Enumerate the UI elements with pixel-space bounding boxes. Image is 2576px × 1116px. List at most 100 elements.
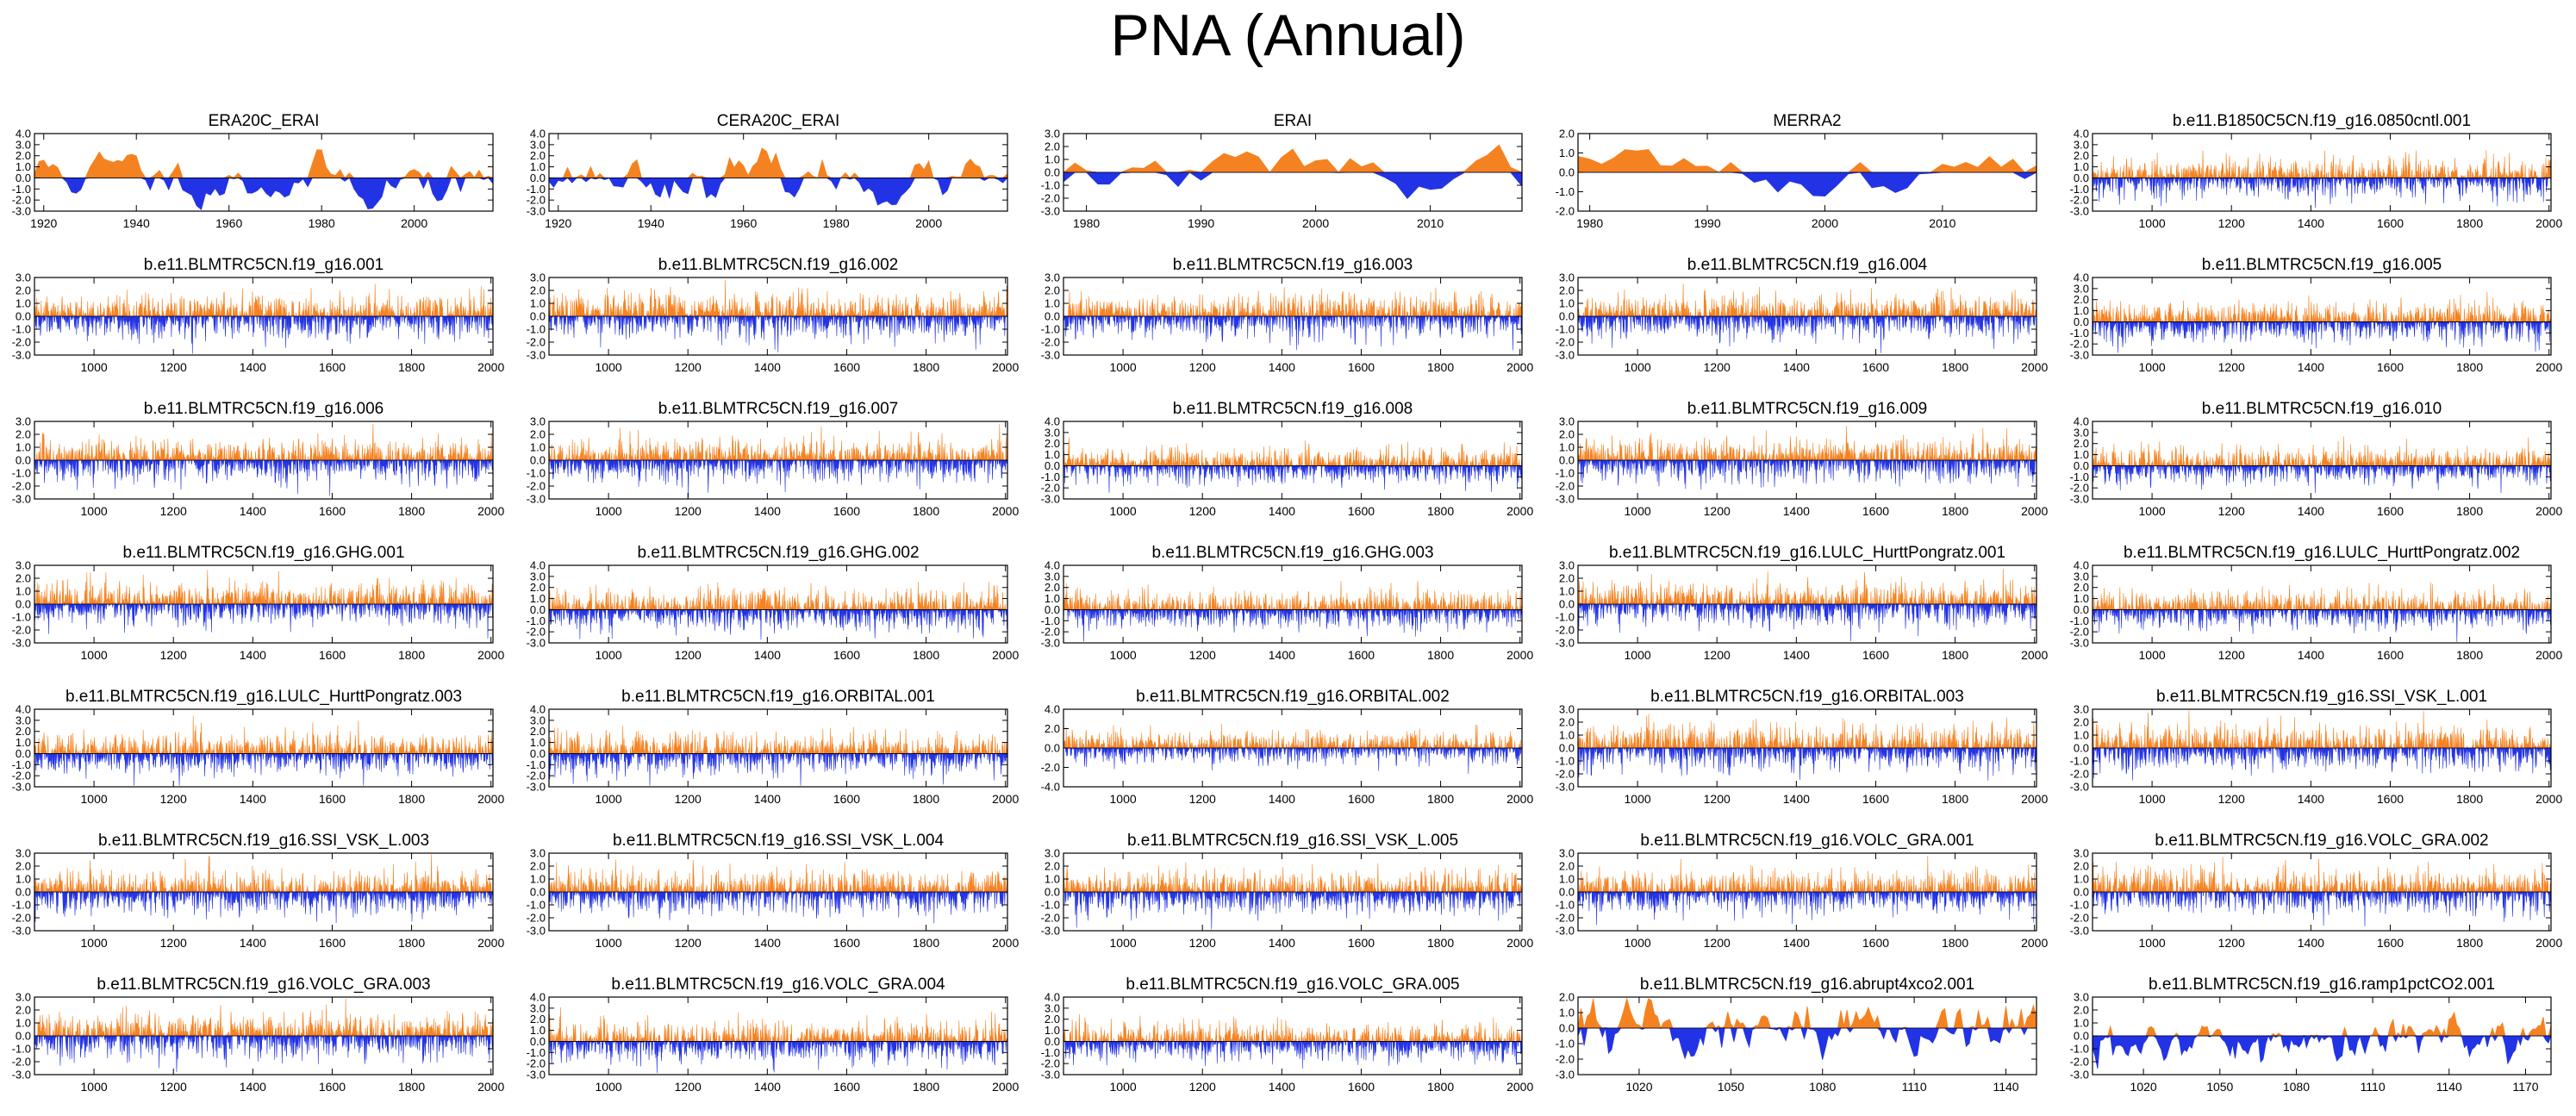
x-tick-label: 1400 — [1269, 792, 1295, 806]
y-tick-label: 3.0 — [2074, 138, 2089, 151]
y-tick-label: -1.0 — [1041, 323, 1060, 336]
x-tick-label: 1000 — [81, 504, 108, 518]
positive-anomaly-fill — [1063, 862, 1523, 894]
y-tick-label: -3.0 — [1041, 637, 1060, 650]
panel-title: b.e11.BLMTRC5CN.f19_g16.009 — [1687, 400, 1927, 418]
y-tick-label: -1.0 — [12, 1043, 31, 1056]
y-tick-label: 3.0 — [16, 138, 31, 151]
y-tick-label: -1.0 — [1041, 614, 1060, 627]
panel-title: b.e11.BLMTRC5CN.f19_g16.VOLC_GRA.003 — [97, 976, 430, 994]
y-tick-label: 1.0 — [530, 736, 546, 749]
x-tick-label: 1200 — [160, 648, 187, 662]
y-tick-label: 0.0 — [2074, 459, 2089, 472]
y-tick-label: 0.0 — [16, 1030, 31, 1043]
panel-title: b.e11.BLMTRC5CN.f19_g16.ramp1pctCO2.001 — [2149, 976, 2495, 994]
y-tick-label: -3.0 — [12, 1069, 31, 1082]
plot-frame — [1063, 564, 1523, 644]
y-tick-label: -2.0 — [12, 624, 31, 637]
y-tick-label: 4.0 — [2074, 559, 2089, 572]
x-tick-label: 1000 — [2139, 504, 2166, 518]
positive-anomaly-fill — [1063, 437, 1523, 467]
x-tick-label: 1600 — [319, 1080, 346, 1094]
y-tick-label: -1.0 — [2070, 899, 2089, 912]
y-tick-label: 0.0 — [1045, 886, 1060, 899]
x-tick-label: 1400 — [2298, 504, 2324, 518]
x-tick-label: 1600 — [2377, 216, 2404, 230]
y-tick-label: -3.0 — [2070, 205, 2089, 218]
x-tick-label: 1020 — [2130, 1080, 2157, 1094]
y-tick-label: -1.0 — [527, 614, 546, 627]
x-tick-label: 1400 — [754, 936, 781, 950]
y-tick-label: 1.0 — [2074, 592, 2089, 605]
plot-frame — [548, 133, 1008, 212]
x-tick-label: 1200 — [675, 1080, 702, 1094]
y-tick-label: 2.0 — [530, 149, 546, 162]
x-tick-label: 1200 — [2218, 792, 2245, 806]
x-tick-label: 1800 — [1427, 648, 1454, 662]
y-tick-label: 2.0 — [1045, 722, 1060, 735]
y-tick-label: -1.0 — [527, 323, 546, 336]
negative-anomaly-fill — [548, 458, 1008, 498]
positive-anomaly-fill — [1577, 149, 2037, 173]
positive-anomaly-fill — [548, 423, 1008, 462]
x-tick-label: 1400 — [754, 792, 781, 806]
panel-34: b.e11.BLMTRC5CN.f19_g16.abrupt4xco2.001 2… — [1556, 976, 2037, 1094]
x-tick-label: 1080 — [2283, 1080, 2310, 1094]
x-tick-label: 2000 — [2535, 792, 2562, 806]
plot-frame — [548, 996, 1008, 1075]
plot-frame — [2092, 277, 2552, 356]
panel-title: b.e11.BLMTRC5CN.f19_g16.SSI_VSK_L.004 — [613, 832, 945, 850]
y-tick-label: -1.0 — [2070, 327, 2089, 340]
x-tick-label: 1920 — [545, 216, 571, 230]
x-tick-label: 1000 — [81, 1080, 108, 1094]
y-tick-label: -1.0 — [527, 758, 546, 771]
x-tick-label: 1800 — [2456, 792, 2483, 806]
plot-frame — [2092, 564, 2552, 644]
y-tick-label: -2.0 — [1556, 624, 1575, 637]
y-tick-label: 1.0 — [2074, 160, 2089, 173]
negative-anomaly-fill — [1577, 890, 2037, 926]
x-tick-label: 1600 — [319, 792, 346, 806]
y-tick-label: -3.0 — [12, 349, 31, 362]
panel-27: b.e11.BLMTRC5CN.f19_g16.SSI_VSK_L.004 3.0… — [527, 832, 1020, 950]
x-tick-label: 1600 — [2377, 792, 2404, 806]
panel-3: ERAI 3.02.01.00.0-1.0-2.0-3.0 1980 1990 2000… — [1041, 112, 1523, 230]
x-tick-label: 1200 — [1189, 1080, 1216, 1094]
x-tick-label: 1400 — [1783, 360, 1810, 374]
y-tick-label: 3.0 — [2074, 847, 2089, 860]
y-tick-label: -3.0 — [1041, 205, 1060, 218]
y-tick-label: 3.0 — [16, 847, 31, 860]
y-tick-label: 3.0 — [530, 570, 546, 583]
y-tick-label: 2.0 — [1045, 581, 1060, 594]
negative-anomaly-fill — [34, 1034, 493, 1072]
x-tick-label: 1800 — [913, 792, 939, 806]
negative-anomaly-fill — [34, 890, 494, 924]
y-tick-label: -1.0 — [2070, 471, 2089, 483]
y-tick-label: 1.0 — [2074, 729, 2089, 742]
negative-anomaly-fill — [34, 315, 494, 354]
x-tick-label: 1400 — [240, 792, 266, 806]
y-tick-label: 3.0 — [1045, 426, 1060, 439]
y-tick-label: -1.0 — [1556, 1038, 1575, 1051]
panel-title: b.e11.BLMTRC5CN.f19_g16.VOLC_GRA.002 — [2155, 832, 2488, 850]
x-tick-label: 1400 — [1783, 792, 1810, 806]
y-tick-label: 1.0 — [2074, 304, 2089, 317]
y-tick-label: 2.0 — [2074, 149, 2089, 162]
panel-title: b.e11.BLMTRC5CN.f19_g16.ORBITAL.001 — [621, 688, 935, 706]
x-tick-label: 1200 — [1704, 936, 1731, 950]
y-tick-label: 3.0 — [16, 991, 31, 1004]
x-tick-label: 1600 — [1348, 360, 1375, 374]
positive-anomaly-fill — [1063, 580, 1522, 611]
x-tick-label: 1800 — [1427, 360, 1454, 374]
x-tick-label: 2000 — [2535, 648, 2562, 662]
x-tick-label: 1600 — [319, 360, 346, 374]
x-tick-label: 1110 — [2361, 1080, 2386, 1094]
panel-title: b.e11.BLMTRC5CN.f19_g16.005 — [2202, 256, 2442, 274]
x-tick-label: 1990 — [1693, 216, 1720, 230]
x-tick-label: 1400 — [2298, 648, 2324, 662]
panel-title: b.e11.BLMTRC5CN.f19_g16.ORBITAL.003 — [1650, 688, 1964, 706]
x-tick-label: 1400 — [754, 1080, 781, 1094]
y-tick-label: 1.0 — [16, 736, 31, 749]
y-tick-label: -2.0 — [1556, 768, 1575, 781]
x-tick-label: 1000 — [596, 936, 622, 950]
